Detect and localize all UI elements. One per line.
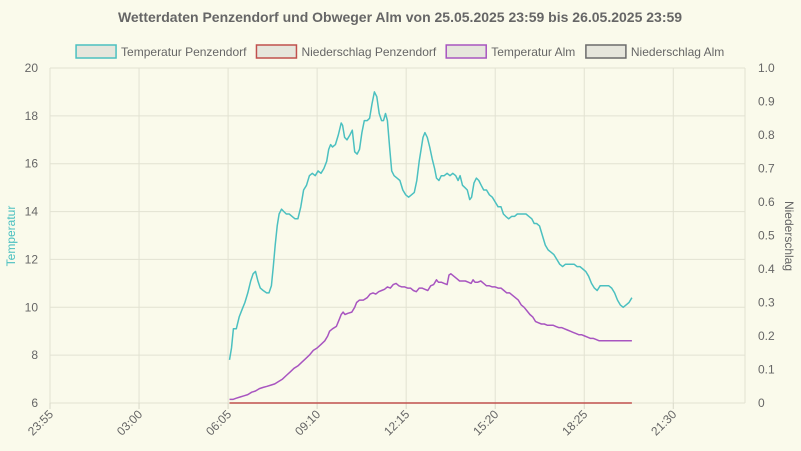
- y-right-tick-label: 0: [758, 396, 765, 410]
- series-line-0: [228, 91, 633, 361]
- y-right-tick-label: 0.4: [758, 262, 775, 276]
- y-right-tick-label: 0.6: [758, 195, 775, 209]
- legend-item[interactable]: Temperatur Penzendorf: [75, 44, 247, 59]
- y-axis-right-title: Niederschlag: [782, 201, 796, 271]
- legend-item[interactable]: Niederschlag Alm: [585, 44, 724, 59]
- y-left-tick-label: 10: [25, 300, 39, 314]
- legend-label: Niederschlag Penzendorf: [301, 45, 436, 59]
- y-axis-left-title: Temperatur: [4, 206, 18, 267]
- legend-label: Temperatur Alm: [491, 45, 575, 59]
- x-tick-label: 15:20: [470, 407, 501, 438]
- y-right-tick-label: 0.9: [758, 95, 775, 109]
- y-right-tick-label: 0.3: [758, 296, 775, 310]
- legend-label: Niederschlag Alm: [631, 45, 724, 59]
- x-tick-label: 03:00: [114, 407, 145, 438]
- legend-item[interactable]: Temperatur Alm: [445, 44, 575, 59]
- x-tick-label: 06:05: [203, 407, 234, 438]
- legend-swatch: [255, 44, 298, 59]
- x-tick-label: 18:25: [559, 407, 590, 438]
- series-line-2: [229, 273, 632, 401]
- x-tick-label: 12:15: [381, 407, 412, 438]
- chart-title: Wetterdaten Penzendorf und Obweger Alm v…: [118, 9, 682, 25]
- legend-swatch: [75, 44, 117, 59]
- y-right-tick-label: 0.8: [758, 128, 775, 142]
- legend-item[interactable]: Niederschlag Penzendorf: [255, 44, 437, 59]
- y-left-tick-label: 14: [25, 205, 39, 219]
- chart-series: [228, 91, 633, 404]
- x-tick-label: 23:55: [25, 407, 56, 438]
- x-tick-label: 21:30: [648, 407, 679, 438]
- y-right-tick-label: 0.1: [758, 363, 775, 377]
- y-left-tick-label: 12: [25, 252, 39, 266]
- y-axis-right-ticks: 0 0.1 0.2 0.3 0.4 0.5 0.6 0.7 0.8 0.9 1.0: [758, 61, 775, 410]
- y-right-tick-label: 0.2: [758, 329, 775, 343]
- y-left-tick-label: 16: [25, 157, 39, 171]
- y-left-tick-label: 6: [31, 396, 38, 410]
- y-right-tick-label: 0.7: [758, 162, 775, 176]
- y-left-tick-label: 20: [25, 61, 39, 75]
- legend-label: Temperatur Penzendorf: [121, 45, 247, 59]
- y-right-tick-label: 1.0: [758, 61, 775, 75]
- x-tick-label: 09:10: [292, 407, 323, 438]
- chart-legend: Temperatur Penzendorf Niederschlag Penzen…: [75, 44, 724, 59]
- legend-swatch: [585, 44, 627, 59]
- y-left-tick-label: 18: [25, 109, 39, 123]
- y-axis-left-ticks: 6 8 10 12 14 16 18 20: [25, 61, 39, 410]
- chart-grid: [49, 67, 746, 409]
- legend-swatch: [445, 44, 487, 59]
- x-axis-ticks: 23:55 03:00 06:05 09:10 12:15 15:20 18:25 21:30: [25, 407, 680, 438]
- y-right-tick-label: 0.5: [758, 229, 775, 243]
- y-left-tick-label: 8: [31, 348, 38, 362]
